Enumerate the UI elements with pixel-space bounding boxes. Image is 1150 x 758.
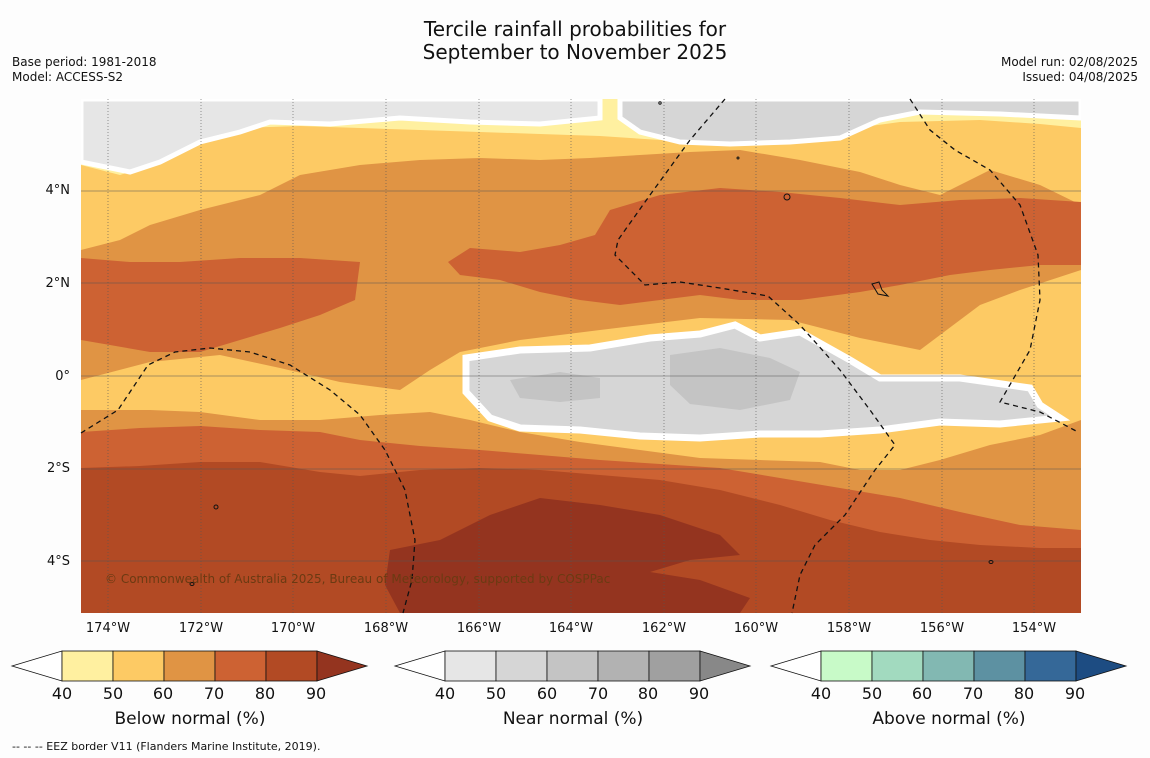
lon-label-158w: 158°W <box>814 621 884 636</box>
lat-label-2s: 2°S <box>2 461 70 476</box>
lat-label-4n: 4°N <box>2 183 70 198</box>
legend-above-tick: 80 <box>1004 684 1044 703</box>
lon-label-168w: 168°W <box>351 621 421 636</box>
lon-label-160w: 160°W <box>721 621 791 636</box>
legend-above-tick: 40 <box>801 684 841 703</box>
legend-below-swatch <box>164 651 215 681</box>
legend-below-swatch <box>62 651 113 681</box>
legend-near-tick: 90 <box>679 684 719 703</box>
lon-label-174w: 174°W <box>73 621 143 636</box>
legend-below-swatch <box>266 651 317 681</box>
copyright-notice: © Commonwealth of Australia 2025, Bureau… <box>105 572 610 586</box>
legend-above-high-arrow <box>1076 651 1126 681</box>
legend-below-tick: 80 <box>245 684 285 703</box>
legend-near-tick: 40 <box>425 684 465 703</box>
legend-near-high-arrow <box>700 651 750 681</box>
legend-below-low-arrow <box>12 651 62 681</box>
legend-above-tick: 60 <box>902 684 942 703</box>
lon-label-162w: 162°W <box>629 621 699 636</box>
legend-above-swatch <box>821 651 872 681</box>
lat-label-2n: 2°N <box>2 276 70 291</box>
lon-label-170w: 170°W <box>258 621 328 636</box>
lat-label-0: 0° <box>2 369 70 384</box>
legend-above-swatch <box>1025 651 1076 681</box>
legend-near-tick: 60 <box>527 684 567 703</box>
legend-near-swatch <box>496 651 547 681</box>
legend-bars <box>12 651 1126 681</box>
legend-near-low-arrow <box>395 651 445 681</box>
legend-near-title: Near normal (%) <box>393 709 753 729</box>
legend-below-title: Below normal (%) <box>10 709 370 729</box>
legend-below-tick: 50 <box>93 684 133 703</box>
legend-below-high-arrow <box>317 651 367 681</box>
lon-label-164w: 164°W <box>536 621 606 636</box>
lon-label-156w: 156°W <box>907 621 977 636</box>
legend-below-tick: 60 <box>143 684 183 703</box>
legend-near-swatch <box>547 651 598 681</box>
legend-near-swatch <box>445 651 496 681</box>
lon-label-154w: 154°W <box>999 621 1069 636</box>
lat-label-4s: 4°S <box>2 554 70 569</box>
legend-above-title: Above normal (%) <box>769 709 1129 729</box>
legend-below-tick: 70 <box>194 684 234 703</box>
probability-field <box>81 99 1081 613</box>
legend-above-tick: 50 <box>852 684 892 703</box>
legend-near-tick: 50 <box>476 684 516 703</box>
legend-near-swatch <box>649 651 700 681</box>
legend-below-swatch <box>215 651 266 681</box>
legend-above-tick: 70 <box>953 684 993 703</box>
legend-near-tick: 70 <box>578 684 618 703</box>
lon-label-166w: 166°W <box>444 621 514 636</box>
footer-note: -- -- -- EEZ border V11 (Flanders Marine… <box>12 740 320 753</box>
legend-above-swatch <box>923 651 974 681</box>
legend-below-tick: 90 <box>296 684 336 703</box>
lon-label-172w: 172°W <box>166 621 236 636</box>
legend-above-tick: 90 <box>1055 684 1095 703</box>
legend-near-tick: 80 <box>628 684 668 703</box>
map-svg <box>0 0 1150 758</box>
legend-below-tick: 40 <box>42 684 82 703</box>
legend-below-swatch <box>113 651 164 681</box>
legend-above-swatch <box>872 651 923 681</box>
legend-near-swatch <box>598 651 649 681</box>
legend-above-low-arrow <box>771 651 821 681</box>
legend-above-swatch <box>974 651 1025 681</box>
